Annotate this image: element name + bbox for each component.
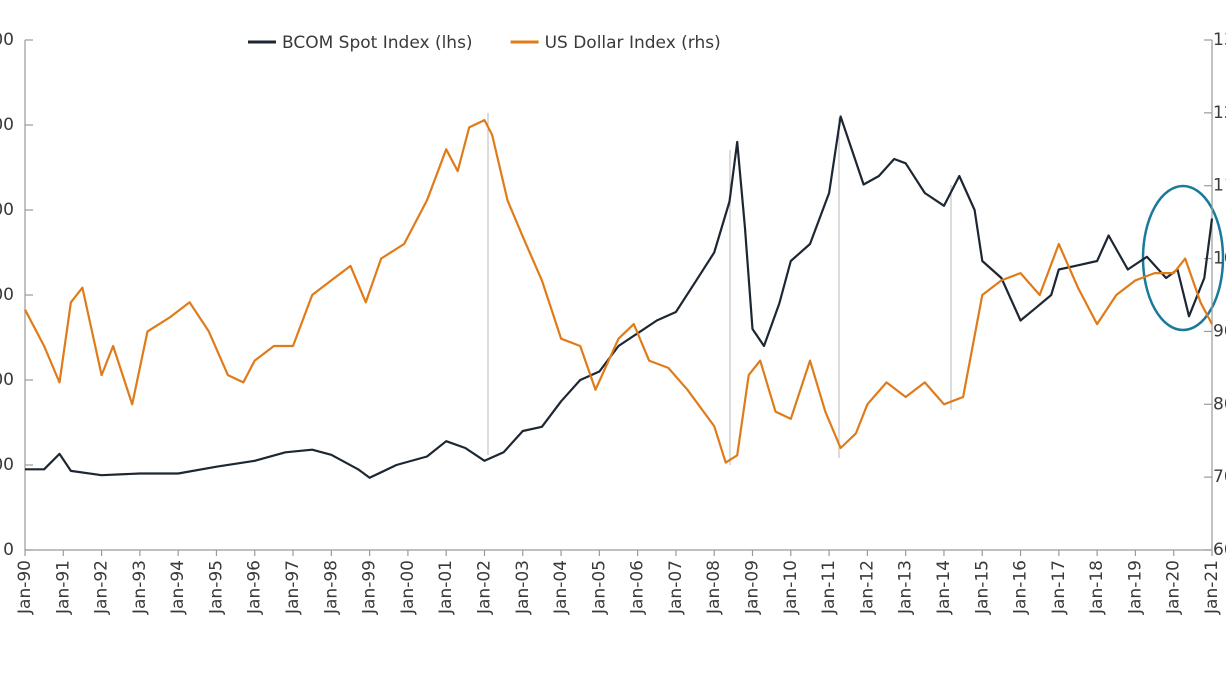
- x-tick-label: Jan-01: [436, 560, 456, 615]
- x-tick-label: Jan-05: [589, 560, 609, 615]
- y-tick-label: 500: [0, 115, 14, 135]
- x-tick-label: Jan-00: [398, 560, 418, 615]
- y-tick-label: 200: [0, 370, 14, 390]
- x-tick-label: Jan-98: [321, 560, 341, 615]
- x-tick-label: Jan-07: [666, 560, 686, 615]
- y2-tick-label: 130: [1213, 30, 1226, 50]
- x-tick-label: Jan-04: [551, 560, 571, 615]
- x-tick-label: Jan-14: [934, 560, 954, 615]
- x-tick-label: Jan-97: [283, 560, 303, 615]
- x-tick-label: Jan-15: [972, 560, 992, 615]
- legend-label: US Dollar Index (rhs): [545, 33, 721, 53]
- legend-label: BCOM Spot Index (lhs): [282, 33, 473, 53]
- x-tick-label: Jan-10: [781, 560, 801, 615]
- event-lines: [487, 113, 952, 465]
- x-tick-label: Jan-03: [513, 560, 533, 615]
- x-tick-label: Jan-09: [743, 560, 763, 615]
- y-tick-label: 0: [3, 540, 14, 560]
- x-tick-label: Jan-11: [819, 560, 839, 615]
- x-tick-label: Jan-02: [474, 560, 494, 615]
- x-tick-label: Jan-12: [857, 560, 877, 615]
- x-tick-label: Jan-08: [704, 560, 724, 615]
- highlight-circle: [1141, 184, 1225, 332]
- y2-tick-label: 90: [1213, 321, 1226, 341]
- y-tick-label: 300: [0, 285, 14, 305]
- x-tick-label: Jan-17: [1049, 560, 1069, 615]
- y2-tick-label: 60: [1213, 540, 1226, 560]
- y2-tick-label: 70: [1213, 467, 1226, 487]
- x-tick-label: Jan-06: [628, 560, 648, 615]
- y-tick-label: 100: [0, 455, 14, 475]
- y2-tick-label: 120: [1213, 103, 1226, 123]
- x-tick-label: Jan-92: [92, 560, 112, 615]
- y-tick-label: 600: [0, 30, 14, 50]
- series-line: [25, 115, 1214, 479]
- x-tick-label: Jan-16: [1011, 560, 1031, 615]
- x-tick-label: Jan-99: [360, 560, 380, 615]
- x-tick-label: Jan-90: [15, 560, 35, 615]
- y2-tick-label: 110: [1213, 176, 1226, 196]
- y2-tick-label: 80: [1213, 394, 1226, 414]
- x-tick-label: Jan-91: [53, 560, 73, 615]
- y2-tick-label: 100: [1213, 249, 1226, 269]
- x-tick-label: Jan-19: [1125, 560, 1145, 615]
- x-tick-label: Jan-21: [1202, 560, 1222, 615]
- x-tick-label: Jan-18: [1087, 560, 1107, 615]
- x-tick-label: Jan-20: [1164, 560, 1184, 615]
- x-tick-label: Jan-93: [130, 560, 150, 615]
- x-tick-label: Jan-13: [896, 560, 916, 615]
- x-tick-label: Jan-94: [168, 560, 188, 615]
- x-tick-label: Jan-96: [245, 560, 265, 615]
- series-line: [24, 119, 1213, 464]
- y-tick-label: 400: [0, 200, 14, 220]
- x-tick-label: Jan-95: [206, 560, 226, 615]
- legend: BCOM Spot Index (lhs) US Dollar Index (rh…: [248, 33, 721, 53]
